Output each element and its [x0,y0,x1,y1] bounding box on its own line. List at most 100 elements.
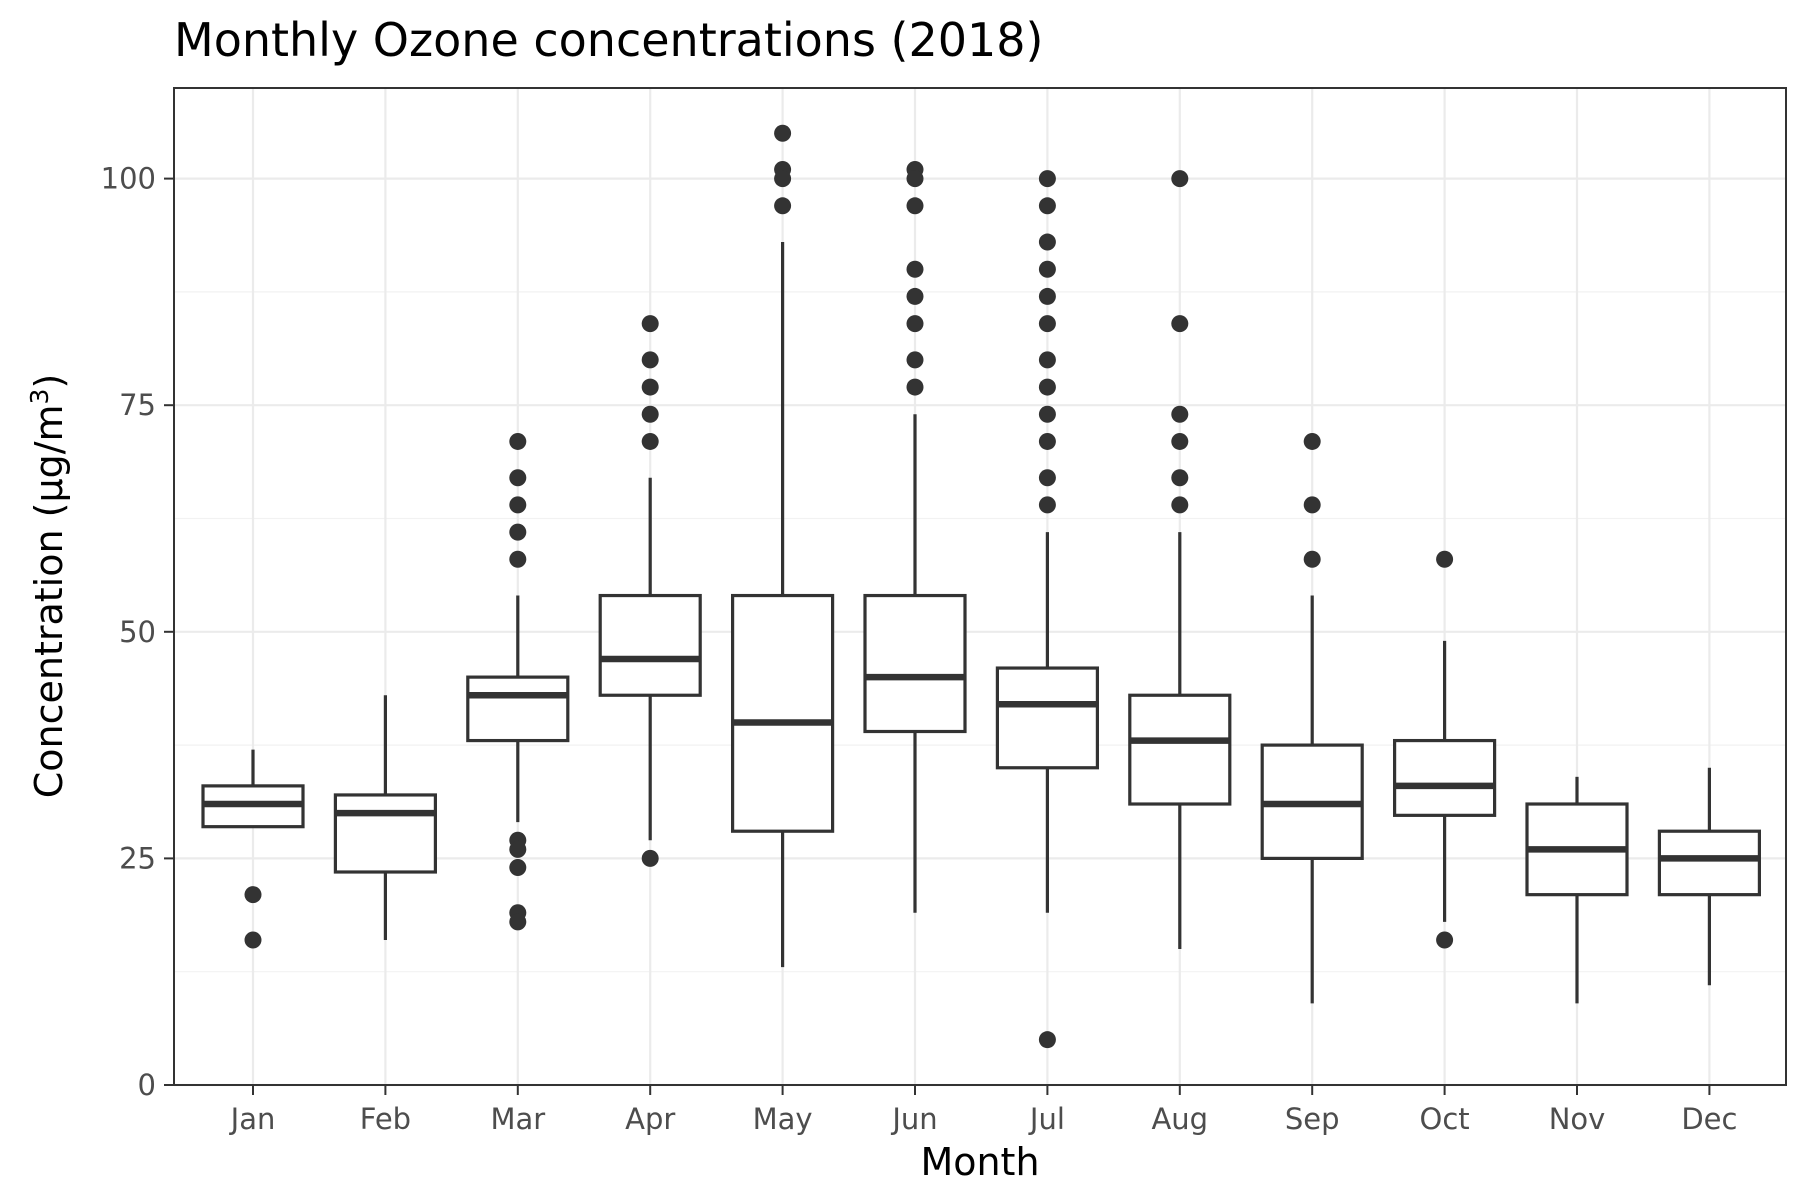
outlier-point [509,523,527,541]
outlier-point [1038,233,1056,251]
outlier-point [1436,931,1454,949]
outlier-point [774,124,792,142]
iqr-box [730,593,835,833]
box-oct [1392,550,1497,949]
x-tick-label: Dec [1681,1102,1737,1136]
outlier-point [1038,378,1056,396]
outlier-point [906,260,924,278]
iqr-box [1392,738,1497,817]
y-tick-label: 50 [119,615,156,649]
iqr-box [1657,829,1762,897]
x-axis: Jan Feb Mar Apr May Jun Jul Aug Sep Oct Nov Dec [229,1085,1737,1136]
outlier-point [1038,405,1056,423]
outlier-point [1038,287,1056,305]
iqr-box [466,675,570,743]
outlier-point [641,849,659,867]
outlier-point [774,170,792,188]
outlier-point [1038,1031,1056,1049]
box-jan [201,749,305,949]
outlier-point [641,378,659,396]
outlier-point [641,432,659,450]
outlier-point [509,469,527,487]
x-tick-label: Oct [1420,1102,1470,1136]
x-tick-label: Sep [1285,1102,1340,1136]
outlier-point [509,432,527,450]
grid-lines [174,88,1786,1087]
outlier-point [1171,315,1189,333]
outlier-point [1038,469,1056,487]
iqr-box [333,793,437,874]
outlier-point [1038,315,1056,333]
box-apr [598,315,702,867]
outlier-point [1436,550,1454,568]
iqr-box [995,666,1100,770]
x-tick-label: Feb [360,1102,411,1136]
box-jun [863,161,967,913]
outlier-point [641,405,659,423]
plot-panel-border [173,87,1787,1086]
x-tick-label: Aug [1151,1102,1208,1136]
x-axis-title: Month [920,1140,1039,1184]
x-tick-label: May [753,1102,813,1136]
box-sep [1260,432,1364,1004]
y-axis: 0 25 50 75 100 [101,162,174,1102]
box-dec [1657,767,1762,986]
y-tick-label: 25 [119,841,156,875]
x-tick-label: Apr [625,1102,675,1136]
outlier-point [1038,170,1056,188]
outlier-point [906,197,924,215]
outlier-point [1303,550,1321,568]
outlier-point [1171,432,1189,450]
outlier-point [1038,496,1056,514]
outlier-point [509,496,527,514]
box-nov [1525,776,1629,1004]
iqr-box [598,593,702,697]
outlier-point [1303,496,1321,514]
outlier-point [1171,469,1189,487]
x-tick-label: Nov [1549,1102,1606,1136]
outlier-point [244,886,262,904]
outlier-point [1171,170,1189,188]
outlier-point [1038,260,1056,278]
chart-title: Monthly Ozone concentrations (2018) [174,13,1044,67]
x-tick-label: Mar [490,1102,545,1136]
outlier-point [509,858,527,876]
y-tick-label: 75 [119,388,156,422]
x-tick-label: Jun [890,1102,937,1136]
outlier-point [1038,432,1056,450]
box-mar [466,432,570,931]
x-tick-label: Jul [1028,1102,1065,1136]
outlier-point [906,378,924,396]
outlier-point [1303,432,1321,450]
box-aug [1128,170,1232,950]
outlier-point [509,840,527,858]
outlier-point [906,170,924,188]
box-feb [333,695,437,940]
outlier-point [509,913,527,931]
box-may [730,124,835,968]
outlier-point [906,315,924,333]
outlier-point [1038,197,1056,215]
outlier-point [774,197,792,215]
y-axis-title-superscript: 3 [25,389,54,405]
box-jul [995,170,1100,1049]
y-axis-title-close: ) [27,374,71,389]
y-tick-label: 100 [101,162,156,196]
iqr-box [863,593,967,734]
outlier-point [641,315,659,333]
y-tick-label: 0 [138,1068,156,1102]
outlier-point [244,931,262,949]
boxplot-series [201,124,1762,1049]
y-axis-title: Concentration (µg/m3) [25,374,71,799]
x-tick-label: Jan [229,1102,276,1136]
outlier-point [1038,351,1056,369]
outlier-point [641,351,659,369]
iqr-box [1128,693,1232,806]
y-axis-title-main: Concentration (µg/m [27,404,71,798]
outlier-point [509,550,527,568]
outlier-point [906,287,924,305]
outlier-point [1171,405,1189,423]
outlier-point [906,351,924,369]
outlier-point [1171,496,1189,514]
